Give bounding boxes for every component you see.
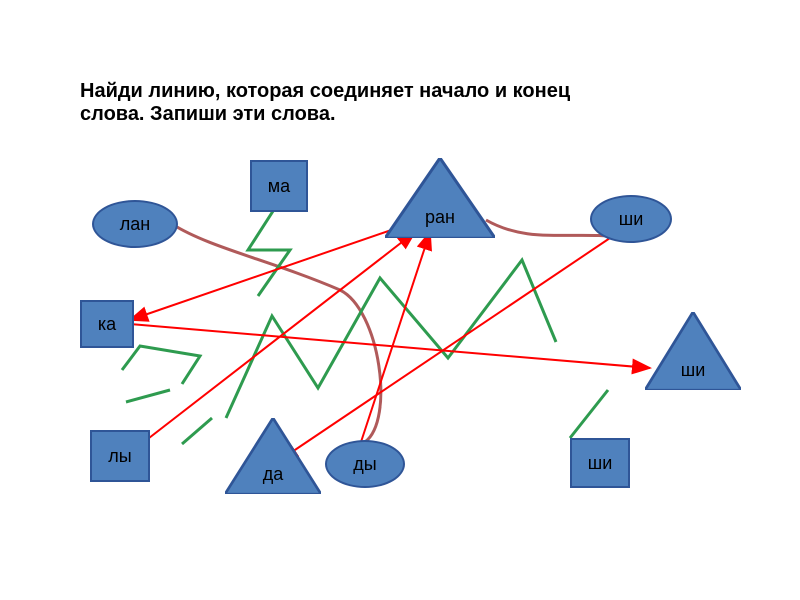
node-ma-label: ма — [268, 176, 290, 197]
instruction-title: Найди линию, которая соединяет начало и … — [80, 80, 570, 126]
node-shi-3: ши — [570, 438, 630, 488]
node-ma: ма — [250, 160, 308, 212]
node-ly-label: лы — [108, 446, 131, 467]
node-ran-label: ран — [385, 207, 495, 228]
node-dy: ды — [325, 440, 405, 488]
node-shi-1-label: ши — [619, 209, 644, 230]
node-shi-1: ши — [590, 195, 672, 243]
node-da: да — [225, 418, 321, 494]
title-line-2: слова. Запиши эти слова. — [80, 103, 570, 126]
node-ran: ран — [385, 158, 495, 238]
node-shi-2-label: ши — [645, 360, 741, 381]
node-lan: лан — [92, 200, 178, 248]
node-shi-3-label: ши — [588, 453, 613, 474]
node-shi-2: ши — [645, 312, 741, 390]
diagram-canvas: Найди линию, которая соединяет начало и … — [0, 0, 800, 600]
node-da-label: да — [225, 464, 321, 485]
title-line-1: Найди линию, которая соединяет начало и … — [80, 80, 570, 103]
node-ly: лы — [90, 430, 150, 482]
node-lan-label: лан — [120, 214, 150, 235]
node-ka-label: ка — [98, 314, 116, 335]
node-ka: ка — [80, 300, 134, 348]
node-dy-label: ды — [353, 454, 376, 475]
